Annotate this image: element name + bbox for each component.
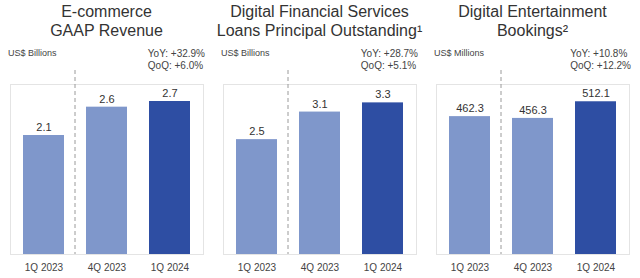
svg-text:2.6: 2.6 <box>99 93 114 105</box>
svg-text:1Q 2023: 1Q 2023 <box>238 262 277 273</box>
html-text:YoY: +10.8%: YoY: +10.8% <box>570 48 628 59</box>
svg-text:4Q 2023: 4Q 2023 <box>301 262 340 273</box>
html-text:US$ Billions: US$ Billions <box>8 48 57 58</box>
html-text:QoQ: +12.2%: QoQ: +12.2% <box>570 60 631 71</box>
svg-text:462.3: 462.3 <box>456 102 484 114</box>
svg-text:512.1: 512.1 <box>582 87 610 99</box>
svg-text:1Q 2024: 1Q 2024 <box>364 262 403 273</box>
svg-text:4Q 2023: 4Q 2023 <box>514 262 553 273</box>
svg-text:1Q 2023: 1Q 2023 <box>451 262 490 273</box>
html-text:E-commerce: E-commerce <box>61 3 152 20</box>
html-text:US$ Billions: US$ Billions <box>221 48 270 58</box>
html-text:QoQ: +6.0%: QoQ: +6.0% <box>147 60 204 71</box>
svg-text:2.7: 2.7 <box>162 87 177 99</box>
svg-text:3.3: 3.3 <box>375 88 390 100</box>
svg-text:1Q 2024: 1Q 2024 <box>151 262 190 273</box>
html-text:Digital Entertainment: Digital Entertainment <box>458 3 607 20</box>
html-text:Loans Principal Outstanding¹: Loans Principal Outstanding¹ <box>216 22 423 39</box>
html-text:QoQ: +5.1%: QoQ: +5.1% <box>360 60 417 71</box>
html-text:US$ Millions: US$ Millions <box>434 48 484 58</box>
svg-text:1Q 2024: 1Q 2024 <box>577 262 616 273</box>
svg-text:2.5: 2.5 <box>249 125 264 137</box>
svg-text:2.1: 2.1 <box>36 121 51 133</box>
svg-text:4Q 2023: 4Q 2023 <box>88 262 127 273</box>
svg-text:3.1: 3.1 <box>312 98 327 110</box>
svg-text:1Q 2023: 1Q 2023 <box>25 262 64 273</box>
html-text:YoY: +32.9%: YoY: +32.9% <box>147 48 205 59</box>
html-text:Digital Financial Services: Digital Financial Services <box>230 3 409 20</box>
html-text:YoY: +28.7%: YoY: +28.7% <box>360 48 418 59</box>
svg-text:456.3: 456.3 <box>519 104 547 116</box>
html-text:GAAP Revenue: GAAP Revenue <box>50 22 163 39</box>
html-text:Bookings²: Bookings² <box>496 22 569 39</box>
